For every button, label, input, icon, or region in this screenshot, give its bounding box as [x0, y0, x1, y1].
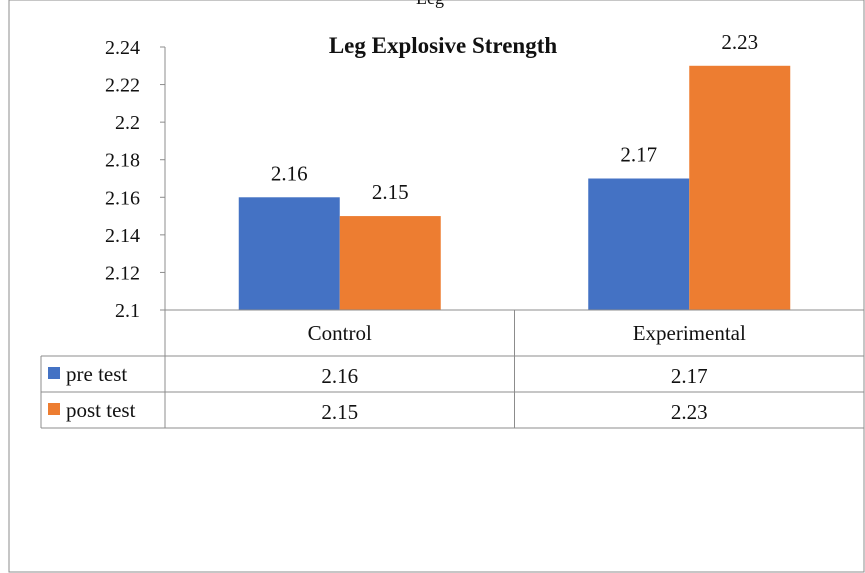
chart-title: Leg Explosive Strength	[329, 33, 558, 58]
bar-data-label: 2.15	[372, 180, 409, 204]
y-tick-label: 2.18	[105, 150, 140, 172]
legend-label: pre test	[66, 362, 127, 386]
y-tick-label: 2.14	[105, 225, 140, 247]
data-labels: 2.16 2.15 2.17 2.23	[271, 30, 758, 204]
bar-data-label: 2.17	[620, 143, 657, 167]
y-tick-label: 2.1	[115, 300, 140, 322]
category-label: Experimental	[633, 321, 746, 345]
bar-group	[238, 65, 791, 311]
table-cell-value: 2.16	[321, 364, 358, 388]
bar-data-label: 2.23	[721, 30, 758, 54]
bar	[689, 65, 791, 311]
y-tick-label: 2.22	[105, 75, 140, 97]
bar	[339, 216, 441, 310]
bar-data-label: 2.16	[271, 161, 308, 185]
bar	[588, 178, 690, 310]
legend-label: post test	[66, 398, 136, 422]
data-table: Control Experimental pre test 2.16 2.17 post …	[40, 309, 864, 429]
y-tick-label: 2.24	[105, 37, 140, 59]
y-tick-label: 2.2	[115, 112, 140, 134]
table-cell-value: 2.23	[671, 400, 708, 424]
bar	[238, 197, 340, 310]
y-tick-label: 2.16	[105, 187, 140, 209]
table-cell-value: 2.15	[321, 400, 358, 424]
legend-swatch	[48, 403, 60, 415]
legend-swatch	[48, 367, 60, 379]
chart-top-label: Leg	[416, 0, 444, 8]
table-cell-value: 2.17	[671, 364, 708, 388]
y-axis-ticks: 2.1 2.12 2.14 2.16 2.18 2.2 2.22 2.24	[105, 37, 165, 322]
y-tick-label: 2.12	[105, 262, 140, 284]
category-label: Control	[308, 321, 372, 345]
